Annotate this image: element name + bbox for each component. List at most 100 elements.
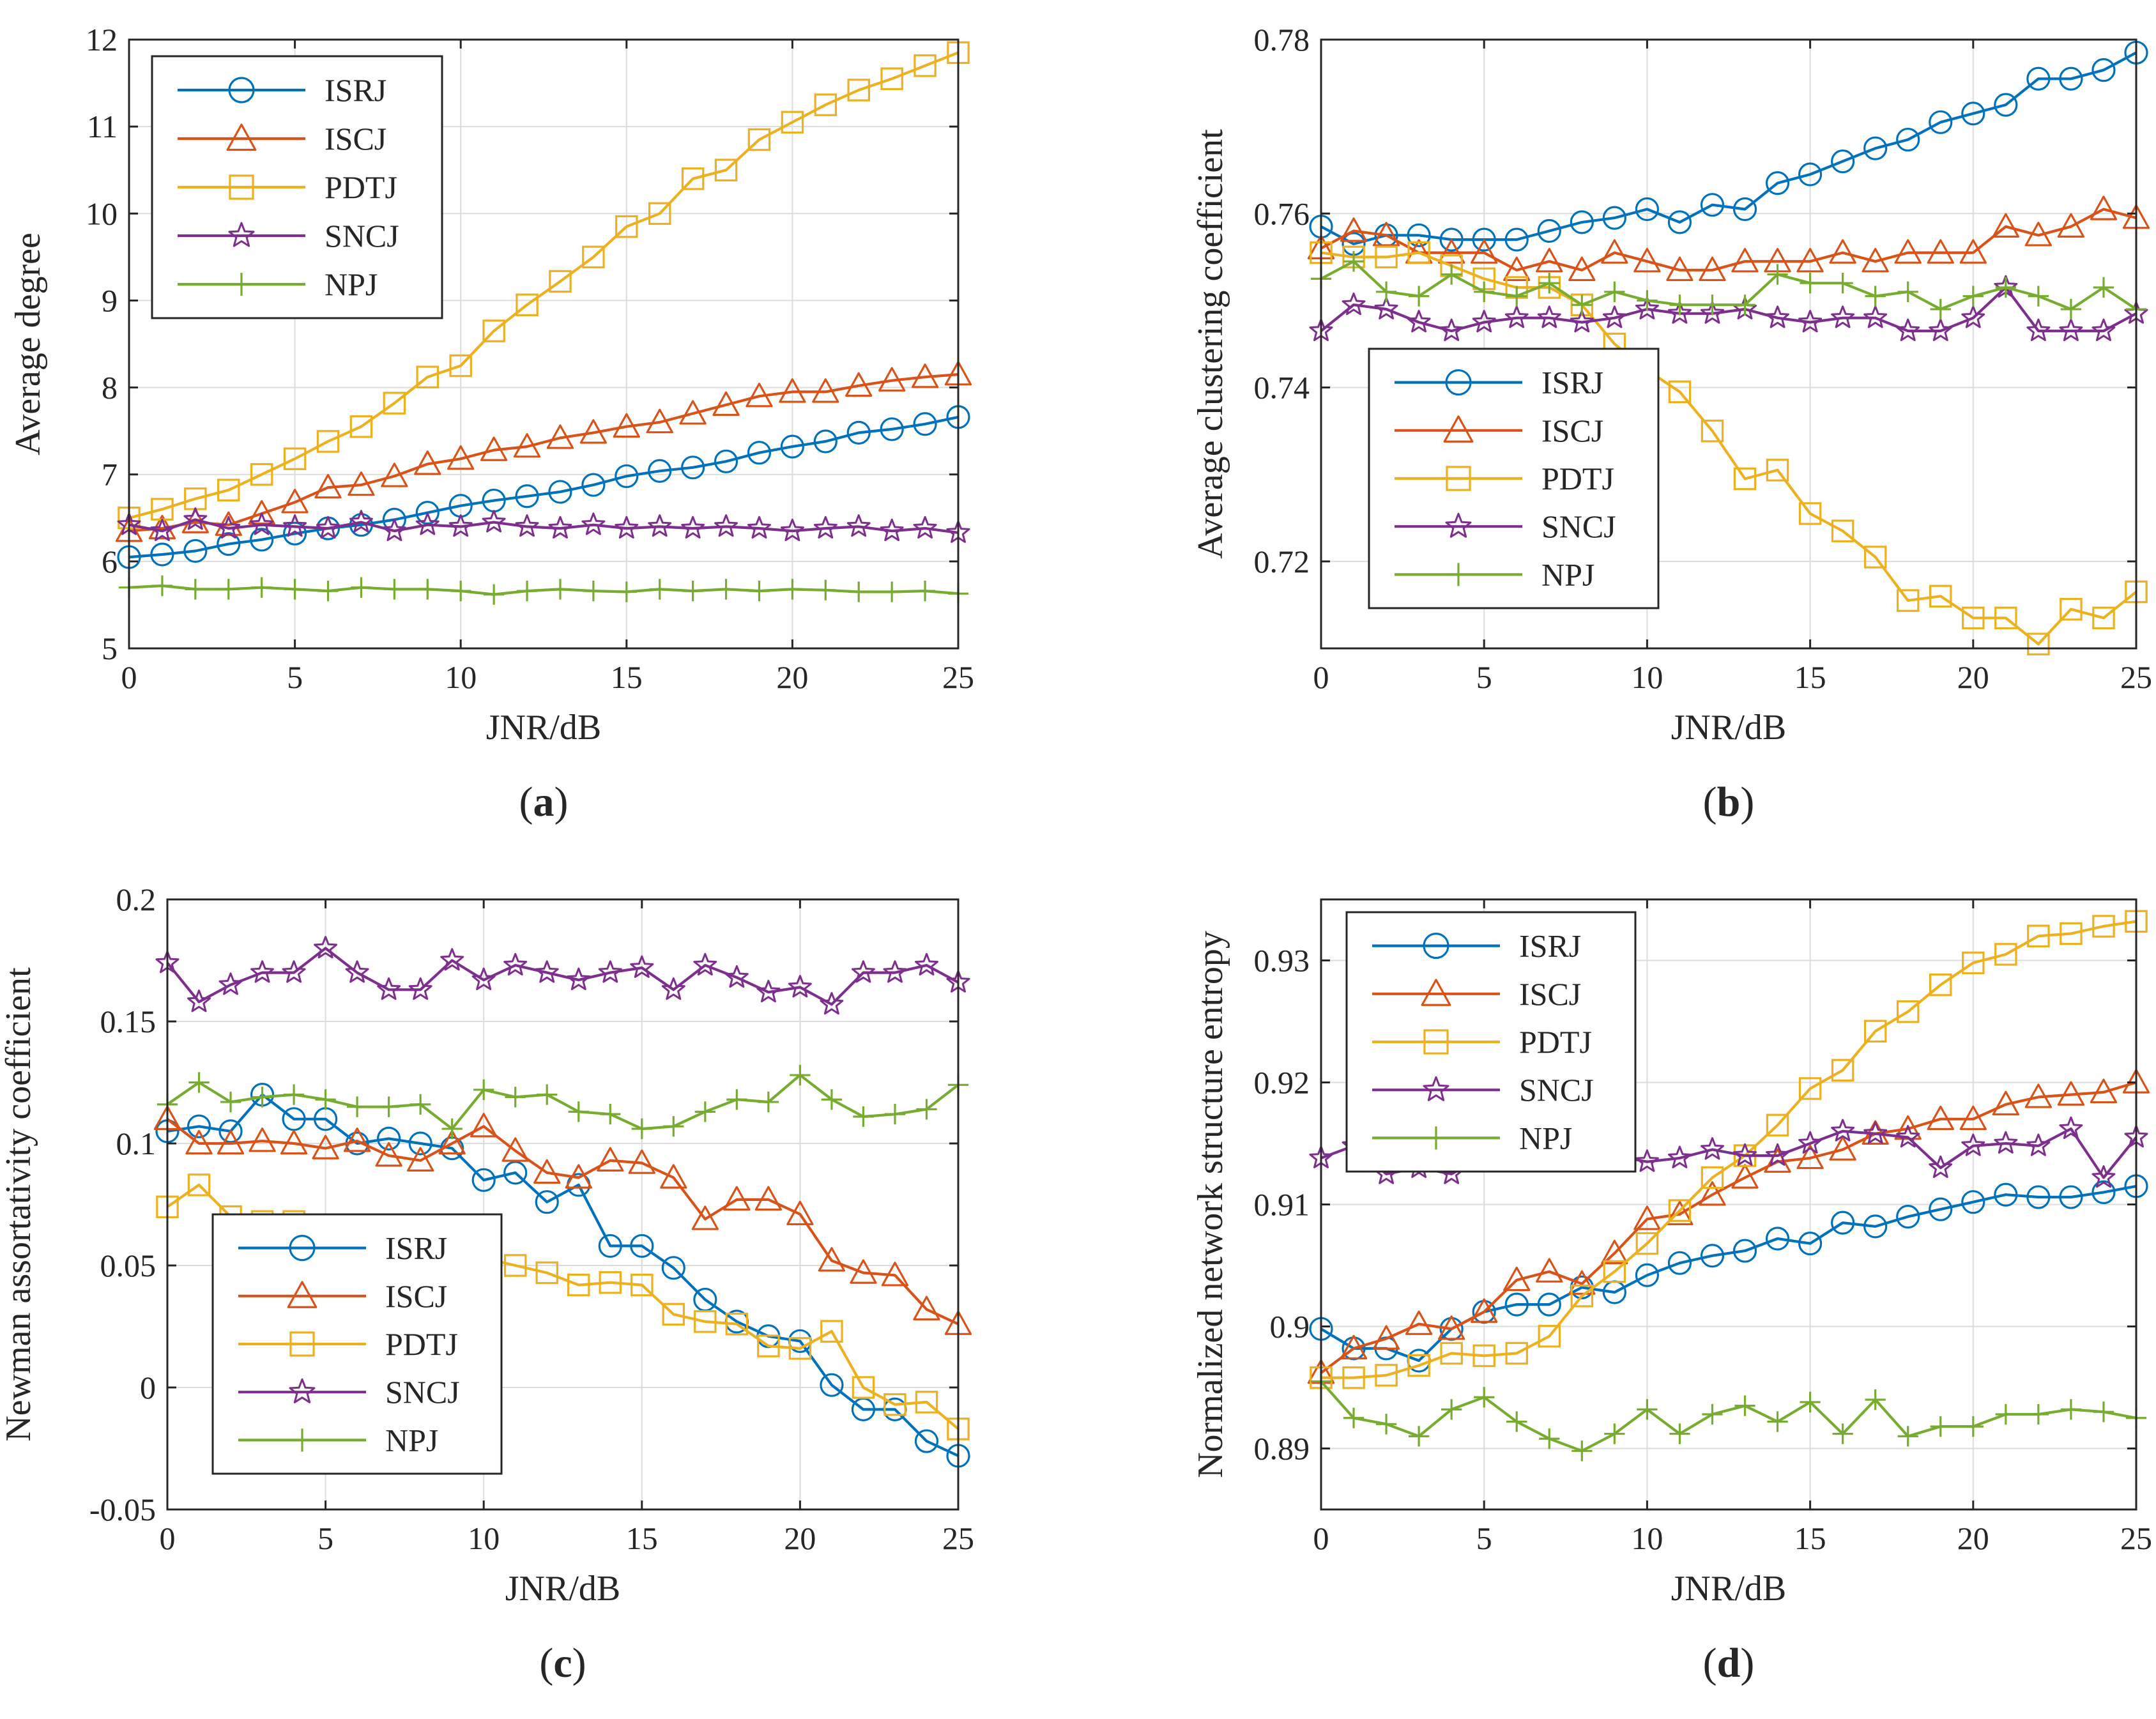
panel-b-series-pdtj-point-20: [1962, 606, 1985, 630]
panel-a-legend-npj-marker: [229, 272, 254, 296]
panel-b-series-iscj-line: [1320, 208, 2137, 271]
panel-d-series-iscj-point-2: [1372, 1325, 1400, 1350]
panel-d-series-npj-point-6: [1506, 1411, 1527, 1432]
panel-a-series-pdtj-point-11: [482, 319, 505, 342]
panel-b-series-isrj-point-6: [1504, 227, 1529, 252]
panel-a-series-iscj-point-21: [812, 378, 839, 403]
panel-d-series-npj-point-3: [1408, 1426, 1430, 1447]
panel-c-ytick-label-0: -0.05: [89, 1492, 156, 1527]
panel-d-caption-letter: d: [1717, 1640, 1741, 1686]
panel-d-series-pdtj-point-5: [1472, 1344, 1495, 1368]
panel-d-series-sncj-point-10: [1635, 1149, 1659, 1172]
panel-b-series-iscj-point-21: [1992, 213, 2019, 238]
panel-a-series-sncj-point-14: [581, 512, 606, 535]
panel-c-caption-open: (: [539, 1640, 553, 1686]
panel-b-legend-npj-label: NPJ: [1541, 556, 1594, 592]
panel-d-xtick-label-0: 0: [1313, 1520, 1329, 1556]
panel-a-series-npj-point-8: [384, 579, 405, 600]
panel-b-series-sncj-point-10: [1635, 296, 1659, 319]
panel-a-series-npj-point-11: [483, 584, 505, 605]
panel-b-series-pdtj-point-19: [1929, 584, 1952, 608]
panel-d-series-npj-point-17: [1865, 1389, 1886, 1410]
panel-a-ytick-label-0: 5: [102, 630, 118, 666]
panel-a-legend-isrj-label: ISRJ: [325, 72, 386, 108]
panel-c-series-iscj-point-4: [280, 1129, 308, 1155]
panel-a-series-sncj-point-19: [747, 516, 771, 539]
panel-b-xtick-label-0: 0: [1313, 659, 1329, 695]
panel-b-series-npj-point-12: [1702, 294, 1723, 316]
panel-c-series-iscj-point-2: [217, 1129, 245, 1155]
panel-a-series-sncj-point-12: [515, 514, 539, 537]
panel-c-caption: (c): [539, 1640, 586, 1686]
panel-d-series-iscj-point-9: [1601, 1239, 1628, 1265]
panel-a-series-npj-point-4: [251, 577, 272, 598]
panel-c-caption-close: ): [572, 1640, 586, 1686]
panel-d-caption-close: ): [1740, 1640, 1754, 1686]
panel-a-axes-box: [128, 38, 959, 650]
panel-b-series-npj-point-21: [1995, 277, 2016, 298]
panel-d-series-npj-point-5: [1474, 1387, 1495, 1408]
panel-a-series-iscj-point-9: [414, 450, 441, 475]
panel-d-series-isrj-point-18: [1896, 1204, 1920, 1229]
panel-c-series-iscj-point-15: [628, 1149, 655, 1174]
panel-d-legend-pdtj-label: PDTJ: [1519, 1024, 1592, 1060]
panel-c-series-npj-point-13: [568, 1101, 589, 1122]
panel-c-ytick-label-2: 0.05: [100, 1248, 157, 1283]
panel-b-series-iscj-point-16: [1829, 239, 1856, 264]
panel-d-series-sncj-point-23: [2059, 1116, 2083, 1139]
panel-a-series-pdtj-point-12: [516, 293, 539, 316]
panel-d-xtick-label-4: 20: [1957, 1520, 1989, 1556]
panel-a-ytick-label-3: 8: [102, 370, 118, 406]
panel-d-series-sncj-point-16: [1831, 1119, 1855, 1142]
panel-c-axes-box: [166, 898, 959, 1511]
panel-c-series-sncj: [155, 936, 970, 1015]
panel-b-series-iscj-point-12: [1699, 256, 1726, 282]
panel-a-series-iscj-point-7: [348, 471, 375, 496]
panel-b-series-isrj-point-22: [2026, 66, 2051, 91]
panel-c-legend-isrj-marker: [289, 1234, 316, 1262]
panel-b-series-pdtj-point-11: [1668, 380, 1692, 404]
panel-c-series-iscj-point-14: [597, 1147, 624, 1172]
panel-c-series-sncj-point-6: [345, 960, 369, 983]
panel-c-series-isrj-point-11: [503, 1161, 528, 1185]
panel-d-series-pdtj-point-10: [1635, 1232, 1659, 1255]
panel-b-legend: ISRJ ISCJ PDTJ SNCJ NPJ: [1368, 348, 1660, 609]
panel-b-series-npj-point-5: [1474, 281, 1495, 302]
panel-b-series-iscj-point-10: [1633, 248, 1661, 273]
panel-a-series-sncj-point-23: [880, 518, 904, 542]
panel-c-series-pdtj-point-1: [187, 1173, 211, 1196]
panel-c-series-iscj-point-21: [818, 1247, 846, 1272]
panel-b-series-iscj: [1307, 195, 2150, 282]
panel-b-series-iscj-point-13: [1731, 248, 1759, 273]
panel-b-series-sncj-point-22: [2026, 318, 2051, 341]
panel-a-series-isrj-point-19: [747, 441, 772, 465]
panel-c-series-isrj-point-15: [630, 1234, 654, 1258]
panel-b-series-npj-point-15: [1800, 273, 1821, 294]
panel-b-series-iscj-point-22: [2024, 222, 2053, 247]
panel-c-legend-sncj-marker: [289, 1378, 316, 1403]
panel-b-legend-pdtj-marker: [1446, 466, 1471, 491]
panel-b-series-isrj-point-11: [1667, 210, 1692, 234]
panel-a-series-sncj-point-24: [913, 516, 937, 539]
panel-c-series-iscj-point-3: [248, 1127, 276, 1152]
panel-a-series-iscj-point-19: [745, 383, 773, 408]
panel-c-series-pdtj-point-19: [757, 1334, 780, 1357]
panel-a-series-pdtj-point-19: [747, 128, 771, 151]
panel-b-series-npj-point-23: [2060, 298, 2082, 320]
panel-d-series-iscj-point-16: [1829, 1136, 1856, 1161]
panel-d-series-npj-point-10: [1637, 1399, 1658, 1420]
panel-b-series-pdtj-point-21: [1994, 606, 2017, 630]
panel-c-series-sncj-point-17: [693, 952, 717, 976]
panel-c-series-isrj-line: [167, 1093, 959, 1457]
panel-a-series-sncj-point-11: [482, 510, 506, 533]
panel-b-series-pdtj-point-23: [2060, 597, 2083, 621]
panel-b-series-npj-point-17: [1865, 286, 1886, 307]
panel-d-series-pdtj-point-17: [1863, 1020, 1887, 1043]
panel-a-series-sncj-point-7: [349, 510, 373, 533]
panel-b-ytick-label-2: 0.76: [1254, 195, 1310, 231]
panel-d-series-npj-point-24: [2093, 1402, 2114, 1423]
panel-a-series-pdtj-point-7: [349, 415, 373, 438]
panel-d-series-iscj-point-1: [1340, 1334, 1368, 1360]
